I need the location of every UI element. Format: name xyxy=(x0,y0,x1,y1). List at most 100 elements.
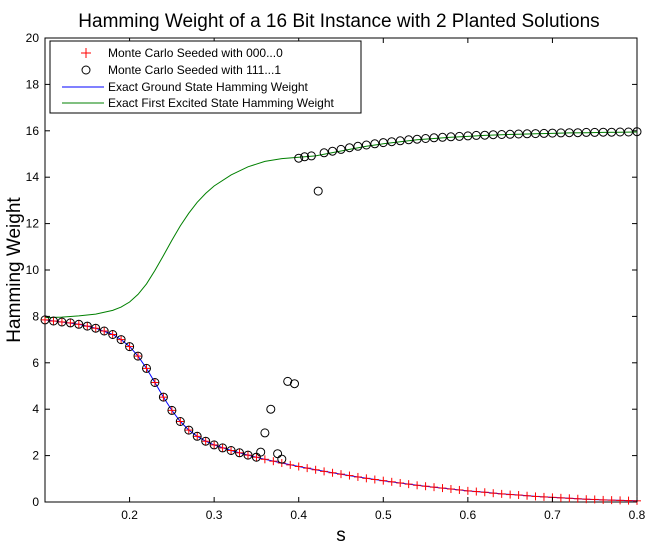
legend-entry-blue-line: Exact Ground State Hamming Weight xyxy=(62,80,309,94)
y-tick-label: 6 xyxy=(32,356,39,370)
plus-marker-point xyxy=(91,324,100,333)
circle-marker-point xyxy=(300,152,310,162)
circle-marker-point xyxy=(488,130,498,140)
x-tick-label: 0.6 xyxy=(460,508,477,522)
circle-marker-point xyxy=(283,376,293,386)
plus-marker-point xyxy=(599,495,608,504)
plus-marker-point xyxy=(446,485,455,494)
circle-marker-point xyxy=(446,132,456,142)
plus-marker-point xyxy=(497,489,506,498)
plus-marker-point xyxy=(438,484,447,493)
circle-marker-point xyxy=(514,129,524,139)
plot-layer xyxy=(40,127,642,505)
circle-marker-point xyxy=(218,443,228,453)
x-tick-label: 0.4 xyxy=(290,508,307,522)
circle-marker-point xyxy=(209,440,219,450)
plus-marker-point xyxy=(201,437,210,446)
plus-marker-point xyxy=(134,352,143,361)
plus-marker-point xyxy=(396,478,405,487)
circle-marker-point xyxy=(192,431,202,441)
circle-marker-point xyxy=(328,146,337,156)
circle-marker-point xyxy=(361,140,371,150)
series-line-3 xyxy=(44,131,638,319)
chart-title: Hamming Weight of a 16 Bit Instance with… xyxy=(78,11,599,32)
circle-marker-point xyxy=(65,318,75,328)
plus-marker-point xyxy=(176,417,185,426)
circle-marker-point xyxy=(573,128,583,138)
plus-marker-point xyxy=(362,474,371,483)
circle-marker-point xyxy=(108,330,118,339)
circle-marker-point xyxy=(91,323,101,333)
plus-marker-point xyxy=(506,490,515,499)
legend-label-excited-state: Exact First Excited State Hamming Weight xyxy=(108,96,335,110)
circle-marker-point xyxy=(429,133,439,143)
plus-marker-point xyxy=(320,467,329,476)
plus-marker-point xyxy=(159,393,168,402)
circle-marker-point xyxy=(260,428,270,438)
plus-marker-point xyxy=(210,440,219,449)
circle-marker-point xyxy=(395,136,405,146)
circle-marker-point xyxy=(49,316,58,326)
y-tick-label: 8 xyxy=(32,309,39,323)
plus-marker-point xyxy=(573,494,582,503)
plus-marker-point xyxy=(227,446,236,455)
plus-marker-point xyxy=(252,453,261,462)
circle-marker-point xyxy=(370,139,380,149)
plus-marker-point xyxy=(624,496,633,505)
legend-circle-marker xyxy=(81,65,91,75)
y-tick-label: 12 xyxy=(26,217,40,231)
circle-marker-point xyxy=(531,129,540,139)
plus-marker-point xyxy=(117,335,126,344)
circle-marker-point xyxy=(167,405,177,415)
plus-marker-point xyxy=(616,496,625,505)
circle-marker-point xyxy=(306,151,316,161)
circle-marker-point xyxy=(387,137,397,147)
circle-marker-point xyxy=(412,134,422,144)
plus-marker-point xyxy=(514,491,523,500)
circle-marker-point xyxy=(590,127,600,137)
circle-marker-point xyxy=(353,141,363,151)
x-tick-label: 0.7 xyxy=(544,508,561,522)
plus-marker-point xyxy=(142,364,151,373)
circle-marker-point xyxy=(158,392,168,402)
circle-marker-point xyxy=(142,363,151,373)
plus-marker-point xyxy=(463,486,472,495)
circle-marker-point xyxy=(547,128,557,138)
plus-marker-point xyxy=(404,480,413,489)
plus-marker-point xyxy=(184,426,193,435)
legend-label-ground-state: Exact Ground State Hamming Weight xyxy=(108,80,309,94)
x-tick-label: 0.3 xyxy=(206,508,223,522)
plus-marker-point xyxy=(150,378,159,387)
plus-marker-point xyxy=(413,481,422,490)
circle-marker-point xyxy=(235,448,244,458)
circle-marker-point xyxy=(632,127,642,137)
plus-marker-point xyxy=(41,315,49,324)
x-axis-label: s xyxy=(336,525,346,546)
circle-marker-point xyxy=(294,153,304,163)
circle-marker-point xyxy=(277,454,287,464)
plus-marker-point xyxy=(286,460,295,469)
circle-marker-point xyxy=(125,342,135,352)
circle-marker-point xyxy=(505,129,515,139)
circle-marker-point xyxy=(82,321,92,331)
y-axis-label: Hamming Weight xyxy=(4,197,25,343)
circle-marker-point xyxy=(266,404,276,414)
y-tick-label: 16 xyxy=(26,124,40,138)
plus-marker-point xyxy=(337,470,345,479)
plus-marker-point xyxy=(421,482,430,491)
y-tick-label: 10 xyxy=(26,263,40,277)
y-tick-label: 14 xyxy=(26,170,40,184)
circle-marker-point xyxy=(133,351,143,361)
circle-marker-point xyxy=(99,326,109,336)
plus-marker-point xyxy=(235,448,244,457)
circle-marker-point xyxy=(150,378,160,387)
plus-marker-point xyxy=(49,317,58,326)
plus-marker-point xyxy=(57,317,66,326)
circle-marker-point xyxy=(345,143,354,153)
plus-marker-point xyxy=(167,406,176,415)
circle-marker-point xyxy=(243,450,253,460)
plus-marker-point xyxy=(66,318,75,327)
plus-marker-point xyxy=(353,472,362,481)
circle-marker-point xyxy=(471,130,481,140)
